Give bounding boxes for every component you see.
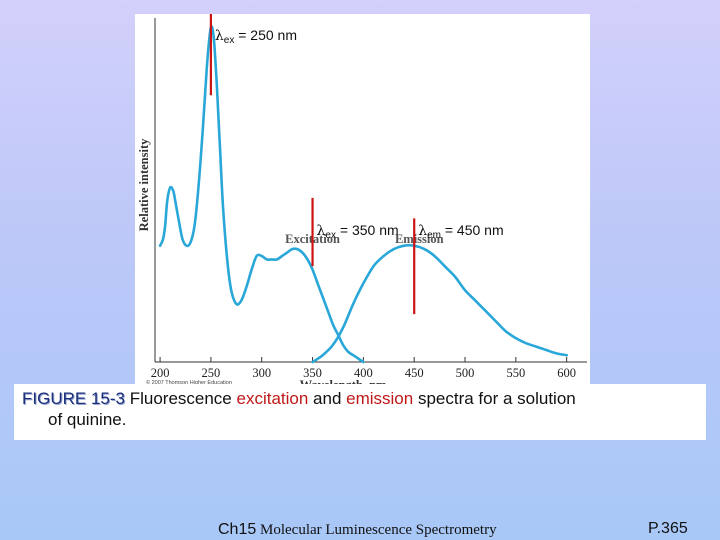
- footer-page-number: P.365: [648, 520, 688, 537]
- x-tick-label-600: 600: [557, 366, 576, 380]
- caption-word-emission: emission: [346, 389, 414, 408]
- caption-line-1: FIGURE 15-3 Fluorescence excitation and …: [22, 388, 698, 409]
- x-tick-label-550: 550: [506, 366, 525, 380]
- series-excitation-curve: [158, 25, 365, 364]
- x-tick-label-250: 250: [202, 366, 221, 380]
- spectrum-chart: 200 250 300 350 400 450 500 550 600 Wavelength, n…: [137, 14, 587, 386]
- annotation-lambda-250: λex = 250 nm: [215, 27, 297, 46]
- caption-word-excitation: excitation: [236, 389, 309, 408]
- caption-text-1: Fluorescence: [124, 389, 237, 408]
- copyright-notice: © 2007 Thomson Higher Education: [146, 379, 232, 386]
- series-emission-curve: [311, 243, 568, 364]
- footer-chapter: Ch15: [218, 521, 257, 538]
- caption-figure-label: FIGURE 15-3: [22, 389, 125, 408]
- figure-panel: 200 250 300 350 400 450 500 550 600 Wavelength, n…: [135, 14, 590, 386]
- caption-text-2: and: [308, 389, 347, 408]
- x-tick-label-450: 450: [405, 366, 424, 380]
- caption-text-3: spectra for a solution: [413, 389, 576, 408]
- annotation-lambda-350: λex = 350 nm: [317, 222, 399, 241]
- annotation-lambda-450: λem = 450 nm: [418, 222, 503, 241]
- y-axis-label: Relative intensity: [137, 138, 151, 231]
- footer-chapter-title: Ch15 Molecular Luminescence Spectrometry: [218, 521, 497, 539]
- x-tick-label-500: 500: [456, 366, 475, 380]
- x-tick-label-350: 350: [303, 366, 322, 380]
- x-tick-label-300: 300: [252, 366, 271, 380]
- x-tick-label-200: 200: [151, 366, 170, 380]
- series-label-emission: Emission: [395, 232, 444, 246]
- caption-line-2: of quinine.: [48, 410, 127, 429]
- x-tick-label-400: 400: [354, 366, 373, 380]
- footer-title: Molecular Luminescence Spectrometry: [256, 522, 497, 538]
- x-axis-label: Wavelength, nm: [300, 378, 387, 386]
- figure-caption: FIGURE 15-3 Fluorescence excitation and …: [14, 384, 706, 440]
